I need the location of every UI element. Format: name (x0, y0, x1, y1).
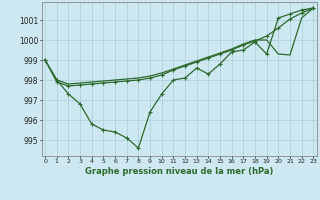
X-axis label: Graphe pression niveau de la mer (hPa): Graphe pression niveau de la mer (hPa) (85, 167, 273, 176)
